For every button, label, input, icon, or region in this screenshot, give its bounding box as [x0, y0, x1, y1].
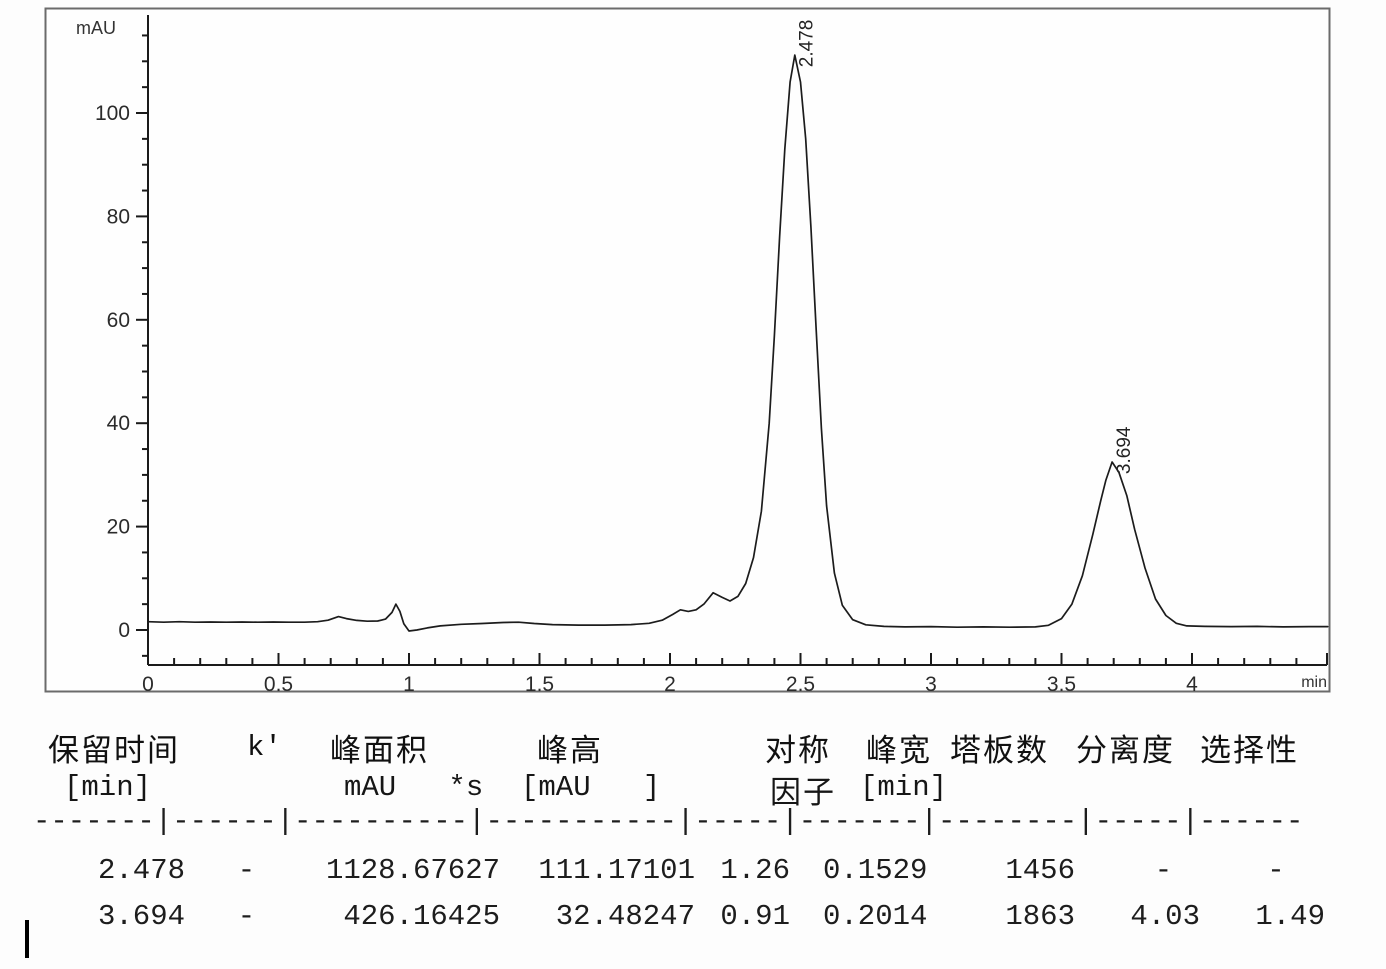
unit-peak-width: [min] — [860, 771, 948, 804]
header-plate-number: 塔板数 — [950, 733, 1049, 768]
table-cell: 1.26 — [720, 853, 790, 887]
table-cell: 1.49 — [1255, 899, 1325, 933]
y-tick-label: 100 — [95, 102, 130, 125]
x-tick-label: 1.5 — [525, 673, 554, 696]
y-tick-label: 0 — [118, 619, 130, 642]
unit-peak-height: [mAU ] — [521, 771, 661, 804]
y-axis-title: mAU — [76, 18, 116, 38]
y-tick-label: 80 — [107, 205, 130, 228]
table-row: 2.478 - 1128.67627 111.17101 1.26 0.1529 1456 -… — [45, 847, 1335, 893]
x-tick-label: 4 — [1186, 673, 1198, 696]
x-tick-label: 0 — [142, 673, 154, 696]
table-cell: 0.1529 — [823, 853, 928, 887]
peak-label: 2.478 — [797, 20, 818, 68]
x-tick-label: 3.5 — [1047, 673, 1076, 696]
y-tick-label: 40 — [107, 412, 130, 435]
table-cell: - — [237, 899, 256, 933]
unit-peak-area: mAU *s — [344, 771, 484, 804]
header-peak-width: 峰宽 — [866, 733, 932, 768]
header-peak-height: 峰高 — [537, 733, 603, 768]
chromatogram-trace — [147, 54, 1329, 632]
x-tick-label: 1 — [403, 673, 415, 696]
table-cell: 4.03 — [1130, 899, 1200, 933]
table-cell: 2.478 — [97, 853, 185, 887]
table-cell: 426.16425 — [343, 899, 500, 933]
text-cursor — [25, 920, 29, 958]
table-separator: -------|------|----------|-----------|--… — [33, 805, 1304, 838]
header-symmetry: 对称 — [765, 733, 831, 768]
table-cell: 32.48247 — [555, 899, 695, 933]
y-tick-label: 20 — [107, 516, 130, 539]
unit-symmetry-factor: 因子 — [770, 775, 836, 810]
header-retention-time: 保留时间 — [48, 733, 180, 768]
chromatogram-chart: 0 20 40 60 80 100 0 0.5 1 1.5 2 2.5 3 3.5 4 mAU min 2.478… — [44, 7, 1331, 696]
x-axis-title: min — [1301, 674, 1327, 691]
table-cell: 0.2014 — [823, 899, 928, 933]
y-tick-label: 60 — [107, 309, 130, 332]
chart-frame — [44, 7, 1331, 693]
table-cell: 0.91 — [720, 899, 790, 933]
table-cell: 1863 — [1005, 899, 1075, 933]
x-tick-label: 3 — [925, 673, 937, 696]
chromatogram-svg: 0 20 40 60 80 100 0 0.5 1 1.5 2 2.5 3 3.5 4 mAU min 2.478… — [44, 7, 1331, 696]
x-tick-label: 0.5 — [264, 673, 293, 696]
x-tick-label: 2 — [664, 673, 676, 696]
header-resolution: 分离度 — [1076, 733, 1175, 768]
table-cell: 111.17101 — [538, 853, 695, 887]
peak-table: 保留时间 k' 峰面积 峰高 对称 峰宽 塔板数 分离度 选择性 [min] m… — [0, 715, 1386, 965]
header-k-prime: k' — [247, 731, 282, 764]
table-cell: - — [1154, 853, 1173, 887]
peak-label: 3.694 — [1114, 426, 1135, 474]
table-cell: 3.694 — [97, 899, 185, 933]
table-cell: - — [237, 853, 256, 887]
header-selectivity: 选择性 — [1200, 733, 1299, 768]
header-peak-area: 峰面积 — [330, 733, 429, 768]
table-row: 3.694 - 426.16425 32.48247 0.91 0.2014 1863 4.0… — [45, 893, 1335, 939]
table-cell: 1128.67627 — [325, 853, 500, 887]
table-cell: 1456 — [1005, 853, 1075, 887]
x-tick-label: 2.5 — [786, 673, 815, 696]
table-cell: - — [1267, 853, 1285, 887]
table-body: 2.478 - 1128.67627 111.17101 1.26 0.1529 1456 -… — [45, 847, 1335, 939]
unit-retention-time: [min] — [64, 771, 152, 804]
